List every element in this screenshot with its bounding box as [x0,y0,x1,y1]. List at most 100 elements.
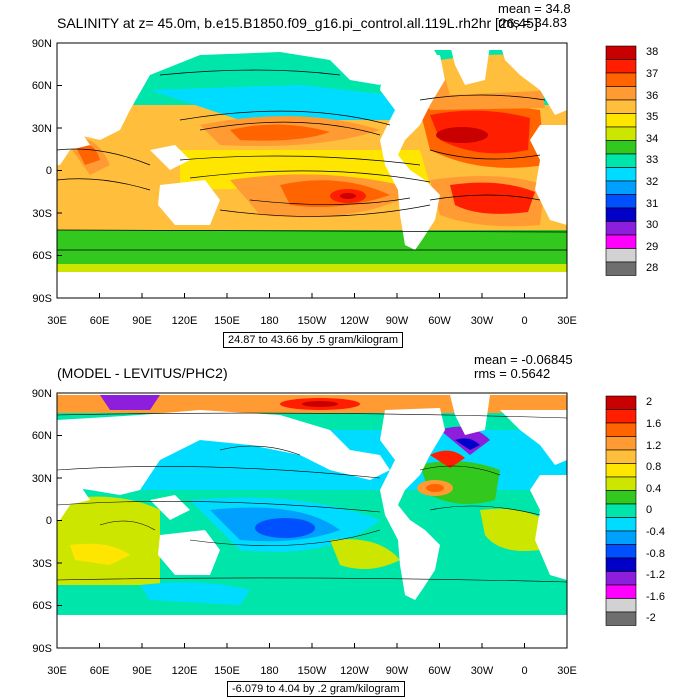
lon-label: 30E [557,315,577,327]
lon-label: 0 [521,665,528,677]
colorbar-swatch [605,517,637,532]
colorbar-swatch [605,571,637,586]
panel2-ticks [56,392,568,649]
panel2-mean: mean = -0.06845 [474,352,573,367]
colorbar-swatch [605,86,637,101]
colorbar-swatch [605,611,637,626]
colorbar-label: 29 [646,240,659,253]
lon-label: 180 [260,315,279,327]
lon-label: 30E [47,665,67,677]
lon-label: 180 [260,665,279,677]
lat-label: 30S [32,558,52,570]
colorbar-label: 2 [646,396,653,409]
colorbar-label: -0.8 [646,547,665,560]
colorbar-label: -1.6 [646,590,665,603]
colorbar-swatch [605,180,637,195]
colorbar-swatch [605,99,637,114]
lon-label: 30E [47,315,67,327]
colorbar-label: 34 [646,132,659,145]
panel2-map [57,393,567,648]
lat-label: 60N [31,430,52,442]
colorbar-swatch [605,194,637,209]
lat-label: 90N [31,388,52,400]
lat-label: 90S [32,293,52,305]
colorbar-swatch [605,261,637,276]
panel1-mean: mean = 34.8 [498,1,571,16]
lat-label: 90N [31,38,52,50]
colorbar-swatch [605,113,637,128]
lat-label: 0 [45,165,52,177]
colorbar-swatch [605,409,637,424]
lon-label: 90E [132,665,152,677]
colorbar-swatch [605,436,637,451]
colorbar-swatch [605,59,637,74]
colorbar-swatch [605,207,637,222]
lon-label: 60W [428,315,451,327]
lon-label: 60E [89,315,110,327]
colorbar-label: 33 [646,154,659,167]
colorbar-swatch [605,422,637,437]
colorbar-swatch [605,45,637,60]
panel1-title: SALINITY at z= 45.0m, b.e15.B1850.f09_g1… [57,15,538,31]
panel1-ticks [56,42,568,299]
lon-label: 0 [521,315,528,327]
colorbar-label: 31 [646,197,659,210]
colorbar-swatch [605,248,637,263]
colorbar-swatch [605,126,637,141]
colorbar-swatch [605,584,637,599]
colorbar-swatch [605,395,637,410]
colorbar-label: 38 [646,46,659,59]
colorbar-swatch [605,234,637,249]
lat-label: 30S [32,208,52,220]
colorbar-swatch [605,167,637,182]
lon-label: 120W [340,665,369,677]
colorbar-swatch [605,153,637,168]
lon-label: 150W [297,315,327,327]
lon-label: 150E [214,665,240,677]
lon-label: 150E [214,315,240,327]
panel2-title: (MODEL - LEVITUS/PHC2) [57,365,228,381]
panel1-map [57,43,567,298]
colorbar-swatch [605,490,637,505]
colorbar-label: -0.4 [646,526,665,538]
colorbar-label: 0.4 [646,482,662,495]
lon-label: 30W [470,665,494,677]
colorbar-swatch [605,476,637,491]
colorbar-label: 37 [646,68,659,80]
lon-label: 150W [297,665,327,677]
lat-label: 30N [31,473,52,485]
colorbar-label: 0 [646,504,653,517]
colorbar-swatch [605,598,637,613]
lat-label: 90S [32,643,52,655]
colorbar-swatch [605,544,637,559]
panel1-contour-caption: 24.87 to 43.66 by .5 gram/kilogram [223,332,403,348]
colorbar-swatch [605,221,637,236]
lon-label: 60W [428,665,451,677]
lon-label: 90W [385,665,409,677]
colorbar-label: 30 [646,219,659,232]
lon-label: 90E [132,315,152,327]
colorbar-label: 0.8 [646,461,662,474]
panel1-contours [57,69,567,251]
colorbar-label: 32 [646,176,659,188]
colorbar-swatch [605,72,637,87]
lat-label: 60S [32,600,52,612]
lat-label: 60S [32,250,52,262]
lon-label: 120E [171,315,198,327]
panel1-rms: rms = 34.83 [498,15,568,30]
lon-label: 30E [557,665,577,677]
lat-label: 0 [45,515,52,527]
colorbar-swatch [605,140,637,155]
panel1-colorbar [605,45,637,276]
colorbar-label: -2 [646,612,656,625]
colorbar-swatch [605,449,637,464]
colorbar-swatch [605,503,637,518]
colorbar-label: 28 [646,262,659,275]
colorbar-label: 1.2 [646,439,662,452]
panel2-colorbar [605,395,637,626]
lon-label: 60E [89,665,110,677]
colorbar-label: 35 [646,111,659,124]
colorbar-swatch [605,557,637,572]
panel2-contours [57,412,567,583]
